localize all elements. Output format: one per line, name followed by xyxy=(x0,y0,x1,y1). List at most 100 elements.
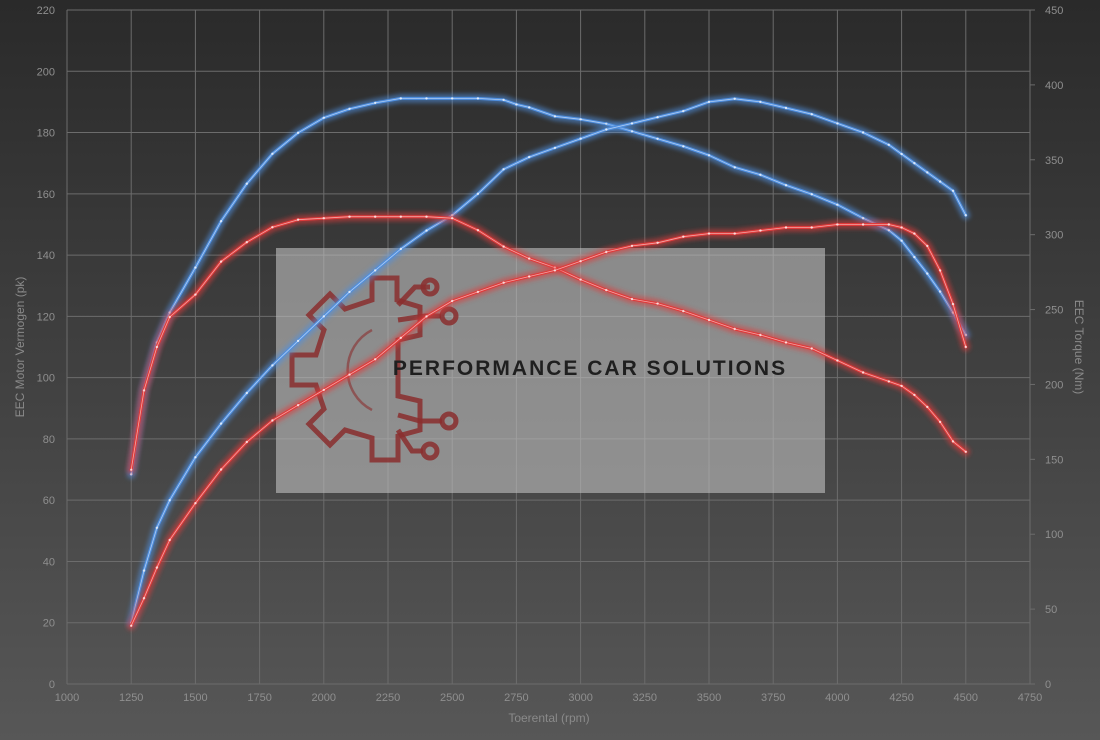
data-point xyxy=(476,97,480,100)
data-point xyxy=(605,122,608,126)
data-point xyxy=(528,155,531,159)
x-tick-label: 2000 xyxy=(312,692,336,704)
x-tick-label: 1750 xyxy=(247,692,271,704)
data-point xyxy=(707,100,711,104)
data-point xyxy=(130,468,133,471)
data-point xyxy=(656,137,659,140)
x-tick-label: 3000 xyxy=(568,692,592,704)
data-point xyxy=(399,215,402,218)
data-point xyxy=(605,288,608,292)
y-right-tick-label: 100 xyxy=(1045,529,1063,541)
data-point xyxy=(194,266,197,269)
data-point xyxy=(938,290,942,293)
data-point xyxy=(130,624,133,627)
y-left-tick-label: 220 xyxy=(37,5,55,17)
data-point xyxy=(399,247,402,251)
series-red-right-axis xyxy=(126,212,971,475)
data-point xyxy=(836,223,839,226)
y-left-tick-label: 180 xyxy=(37,128,55,140)
tick-labels: 1000 1250 1500 1750 2000 2250 2500 2750 3000 3250… xyxy=(37,5,1064,704)
data-point xyxy=(836,122,839,125)
x-tick-label: 2250 xyxy=(376,692,400,704)
data-point xyxy=(271,364,274,367)
data-point xyxy=(836,359,839,362)
data-point xyxy=(810,226,813,229)
data-point xyxy=(656,116,659,119)
brand-text: PERFORMANCE CAR SOLUTIONS xyxy=(393,357,787,380)
data-point xyxy=(322,217,325,220)
data-point xyxy=(348,107,351,111)
data-point xyxy=(515,103,518,106)
data-point xyxy=(759,100,762,104)
data-point xyxy=(900,152,903,156)
data-point xyxy=(142,597,146,600)
data-point xyxy=(553,115,557,118)
data-point xyxy=(900,239,903,242)
y-left-tick-label: 100 xyxy=(37,373,55,385)
data-point xyxy=(322,315,325,318)
data-point xyxy=(271,226,274,229)
data-point xyxy=(682,235,685,238)
series-red-left-axis xyxy=(126,220,971,631)
data-point xyxy=(900,226,903,229)
data-point xyxy=(502,281,505,284)
data-point xyxy=(296,218,300,221)
data-point xyxy=(605,128,608,131)
y-left-tick-label: 120 xyxy=(37,311,55,323)
data-point xyxy=(451,97,454,100)
data-point xyxy=(425,315,428,318)
data-point xyxy=(374,215,377,218)
data-point xyxy=(887,143,890,146)
y-left-tick-label: 20 xyxy=(43,618,55,630)
data-point xyxy=(861,217,865,220)
data-point xyxy=(938,269,942,272)
data-point xyxy=(630,244,634,248)
data-point xyxy=(194,502,197,505)
data-point xyxy=(733,232,736,235)
y-left-tick-label: 140 xyxy=(37,250,55,262)
x-tick-label: 4750 xyxy=(1018,692,1042,704)
data-point xyxy=(425,97,428,100)
data-point xyxy=(579,137,582,140)
data-point xyxy=(784,341,788,344)
data-point xyxy=(784,106,788,110)
data-point xyxy=(322,116,325,120)
data-point xyxy=(926,244,929,248)
data-point xyxy=(733,166,736,169)
data-point xyxy=(964,450,967,453)
data-point xyxy=(155,566,159,569)
data-point xyxy=(194,456,197,459)
data-point xyxy=(707,232,711,235)
data-point xyxy=(913,255,916,259)
data-point xyxy=(502,245,505,248)
data-point xyxy=(219,468,223,471)
data-point xyxy=(579,118,582,121)
data-point xyxy=(168,538,171,542)
x-tick-label: 1000 xyxy=(55,692,79,704)
data-point xyxy=(476,290,480,294)
data-point xyxy=(656,302,659,305)
x-tick-label: 2750 xyxy=(504,692,528,704)
data-point xyxy=(219,422,223,425)
data-point xyxy=(759,333,762,337)
data-point xyxy=(374,101,377,105)
data-point xyxy=(425,229,428,232)
data-point xyxy=(245,391,248,395)
data-point xyxy=(579,260,582,263)
data-point xyxy=(913,162,916,165)
data-point xyxy=(322,388,325,392)
data-point xyxy=(348,215,351,218)
x-tick-label: 3250 xyxy=(633,692,657,704)
data-point xyxy=(142,569,146,572)
y-left-tick-label: 60 xyxy=(43,495,55,507)
data-point xyxy=(938,420,942,424)
data-point xyxy=(707,318,711,322)
data-point xyxy=(245,440,248,444)
data-point xyxy=(528,275,531,278)
data-point xyxy=(245,241,248,244)
y-right-tick-label: 0 xyxy=(1045,679,1051,691)
data-point xyxy=(502,98,505,102)
data-point xyxy=(605,250,608,254)
data-point xyxy=(951,189,955,192)
data-point xyxy=(861,371,865,374)
